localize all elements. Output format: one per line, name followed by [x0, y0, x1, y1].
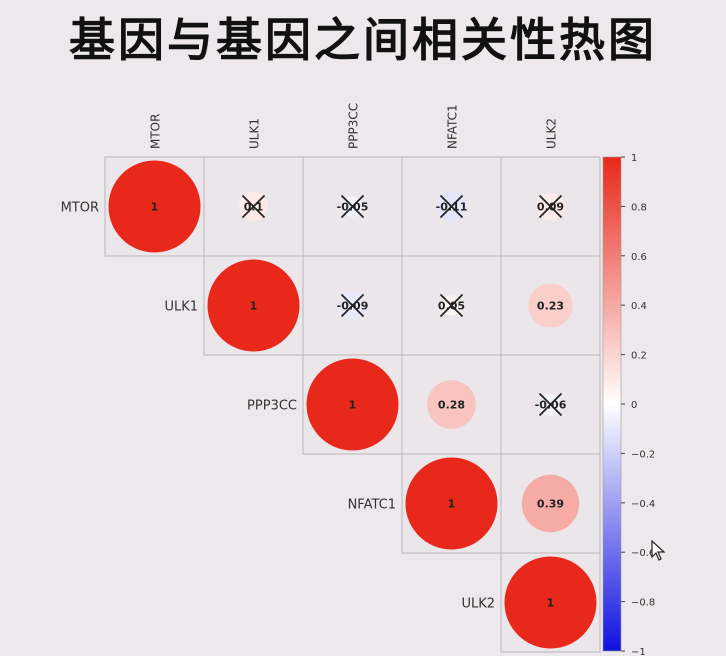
colorbar-tick-label: −0.6 — [631, 548, 655, 559]
corr-circle-ULK1-ULK2 — [528, 283, 573, 328]
corr-label-PPP3CC-NFATC1: 0.28 — [438, 399, 465, 412]
corr-label-ULK1-ULK2: 0.23 — [537, 300, 564, 313]
corr-label-PPP3CC-PPP3CC: 1 — [349, 399, 357, 412]
row-label-NFATC1: NFATC1 — [348, 498, 396, 513]
colorbar-tick-label: −1 — [631, 647, 646, 656]
cross-mark-ULK1-PPP3CC — [340, 293, 365, 318]
corr-circle-MTOR-MTOR — [108, 160, 201, 253]
corr-label-NFATC1-NFATC1: 1 — [448, 498, 456, 511]
colorbar-tick-label: 0 — [631, 400, 637, 411]
row-label-ULK2: ULK2 — [461, 597, 495, 612]
colorbar-tick-label: 0.4 — [631, 301, 647, 312]
row-label-MTOR: MTOR — [61, 201, 99, 216]
corr-label-NFATC1-ULK2: 0.39 — [537, 498, 564, 511]
corr-label-ULK1-ULK1: 1 — [250, 300, 258, 313]
col-label-NFATC1: NFATC1 — [446, 104, 460, 149]
colorbar-tick-label: −0.4 — [631, 499, 655, 510]
colorbar-tick-label: −0.8 — [631, 598, 655, 609]
corr-circle-PPP3CC-PPP3CC — [306, 358, 399, 451]
corr-circle-PPP3CC-NFATC1 — [427, 380, 476, 429]
page-title: 基因与基因之间相关性热图 — [69, 13, 657, 67]
cross-mark-MTOR-NFATC1 — [439, 194, 464, 219]
colorbar-tick-label: −0.2 — [631, 449, 655, 460]
corr-circle-ULK1-ULK1 — [207, 259, 300, 352]
corr-circle-NFATC1-NFATC1 — [405, 457, 498, 550]
cross-mark-MTOR-ULK2 — [538, 194, 563, 219]
colorbar-tick-label: 0.8 — [631, 202, 647, 213]
colorbar-tick-label: 1 — [631, 153, 637, 164]
cross-mark-ULK1-NFATC1 — [439, 293, 464, 318]
corr-label-ULK2-ULK2: 1 — [547, 597, 555, 610]
colorbar-tick-label: 0.6 — [631, 252, 647, 263]
corr-label-MTOR-MTOR: 1 — [151, 201, 159, 214]
cross-mark-MTOR-ULK1 — [241, 194, 266, 219]
colorbar-tick-label: 0.2 — [631, 351, 647, 362]
corr-circle-NFATC1-ULK2 — [521, 474, 580, 533]
col-label-ULK2: ULK2 — [545, 118, 559, 149]
cross-mark-PPP3CC-ULK2 — [538, 392, 563, 417]
col-label-PPP3CC: PPP3CC — [347, 103, 361, 149]
cross-mark-MTOR-PPP3CC — [340, 194, 365, 219]
corr-circle-ULK2-ULK2 — [504, 556, 597, 649]
row-label-PPP3CC: PPP3CC — [247, 399, 297, 414]
col-label-MTOR: MTOR — [149, 114, 163, 149]
mouse-cursor-icon — [651, 540, 666, 561]
row-label-ULK1: ULK1 — [164, 300, 198, 315]
col-label-ULK1: ULK1 — [248, 118, 262, 149]
colorbar — [602, 156, 622, 652]
